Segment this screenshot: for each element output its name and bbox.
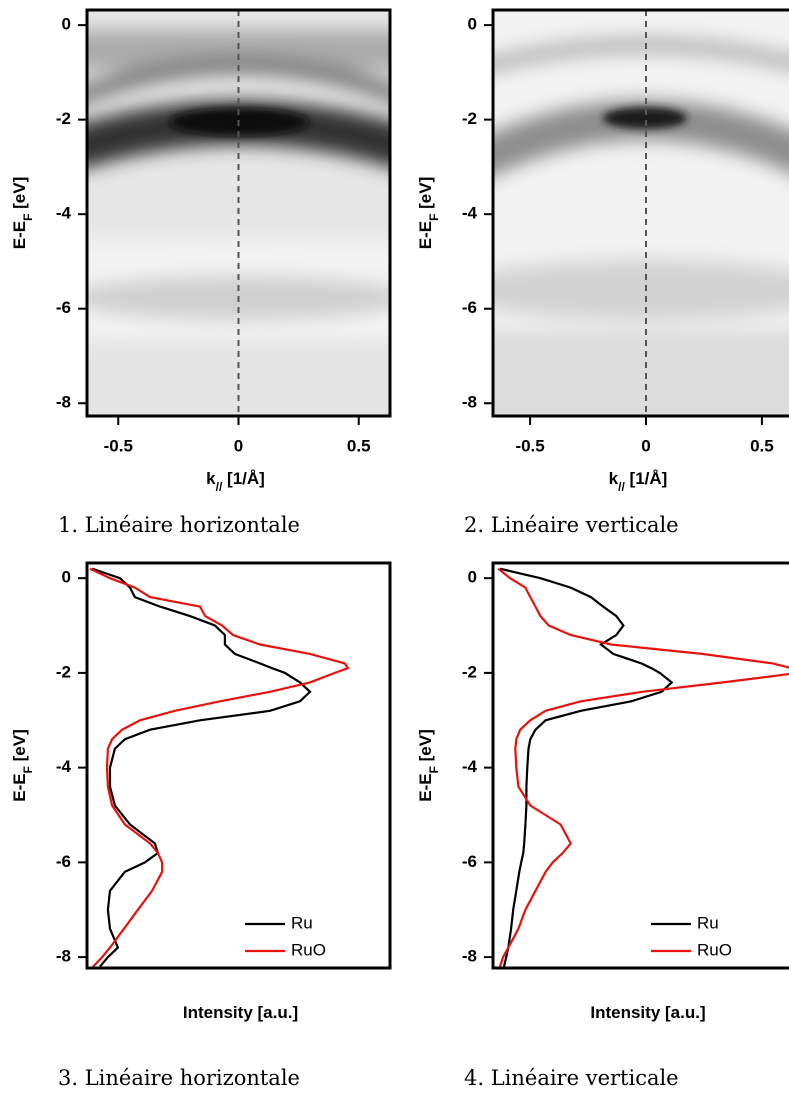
plot-area (89, 567, 350, 968)
y-axis-label-part: E-E (416, 221, 435, 249)
x-axis-label-part: k (206, 469, 216, 488)
plot-frame (491, 561, 789, 970)
y-axis-label-part: F (427, 214, 441, 221)
y-tick-label: -6 (56, 852, 71, 871)
x-axis-label: k// [1/Å] (609, 469, 668, 494)
x-tick-label: 0.5 (347, 436, 371, 455)
caption: 3. Linéaire horizontale (58, 1066, 300, 1090)
legend-label: RuO (291, 940, 326, 959)
y-axis-label-part: F (21, 214, 35, 221)
y-tick-label: 0 (62, 568, 71, 587)
data-line (91, 567, 312, 968)
x-tick-label: 0 (641, 436, 650, 455)
y-axis-label-part: E-E (416, 773, 435, 801)
y-axis-label-part: [eV] (10, 177, 29, 214)
plot-area (497, 567, 789, 967)
data-line (497, 567, 789, 967)
data-line (89, 567, 350, 968)
x-axis-label: Intensity [a.u.] (590, 1003, 705, 1022)
plot-frame (85, 8, 392, 418)
legend-label: Ru (697, 913, 719, 932)
y-axis-label-part: [eV] (416, 729, 435, 766)
x-tick-label: 0 (234, 436, 243, 455)
y-tick-label: 0 (468, 15, 477, 34)
y-tick-label: -6 (56, 298, 71, 317)
y-axis-label: E-EF [eV] (416, 729, 441, 802)
y-tick-label: -2 (56, 109, 71, 128)
y-tick-label: -2 (462, 662, 477, 681)
x-axis-label-part: // (618, 480, 625, 494)
y-tick-label: -8 (56, 393, 71, 412)
plot-frame (85, 561, 392, 970)
x-axis-label-part: [1/Å] (625, 469, 668, 488)
y-tick-label: 0 (468, 568, 477, 587)
y-tick-label: -4 (462, 757, 478, 776)
y-tick-label: 0 (62, 15, 71, 34)
y-tick-label: -6 (462, 298, 477, 317)
y-axis-label-part: [eV] (10, 729, 29, 766)
y-tick-label: -4 (56, 204, 72, 223)
y-tick-label: -4 (462, 204, 478, 223)
x-axis-label-part: [1/Å] (222, 469, 265, 488)
caption: 1. Linéaire horizontale (58, 513, 300, 537)
y-axis-label-part: [eV] (416, 177, 435, 214)
x-axis-label-part: k (609, 469, 619, 488)
caption: 4. Linéaire verticale (464, 1066, 679, 1090)
x-tick-label: -0.5 (104, 436, 133, 455)
x-tick-label: -0.5 (515, 436, 544, 455)
x-axis-label: k// [1/Å] (206, 469, 265, 494)
arpes-image (493, 10, 789, 416)
y-tick-label: -8 (462, 947, 477, 966)
y-tick-label: -6 (462, 852, 477, 871)
y-axis-label: E-EF [eV] (416, 177, 441, 250)
caption: 2. Linéaire verticale (464, 513, 679, 537)
x-tick-label: 0.5 (750, 436, 774, 455)
y-tick-label: -4 (56, 757, 72, 776)
x-axis-label: Intensity [a.u.] (183, 1003, 298, 1022)
legend-label: RuO (697, 940, 732, 959)
y-axis-label-part: E-E (10, 773, 29, 801)
data-line (499, 567, 674, 967)
plot-frame (491, 8, 789, 418)
y-tick-label: -2 (462, 109, 477, 128)
y-axis-label: E-EF [eV] (10, 729, 35, 802)
y-tick-label: -8 (56, 947, 71, 966)
y-tick-label: -2 (56, 662, 71, 681)
y-axis-label-part: E-E (10, 221, 29, 249)
y-axis-label: E-EF [eV] (10, 177, 35, 250)
y-tick-label: -8 (462, 393, 477, 412)
x-axis-label-part: // (216, 480, 223, 494)
legend-label: Ru (291, 913, 313, 932)
y-axis-label-part: F (427, 766, 441, 773)
y-axis-label-part: F (21, 766, 35, 773)
